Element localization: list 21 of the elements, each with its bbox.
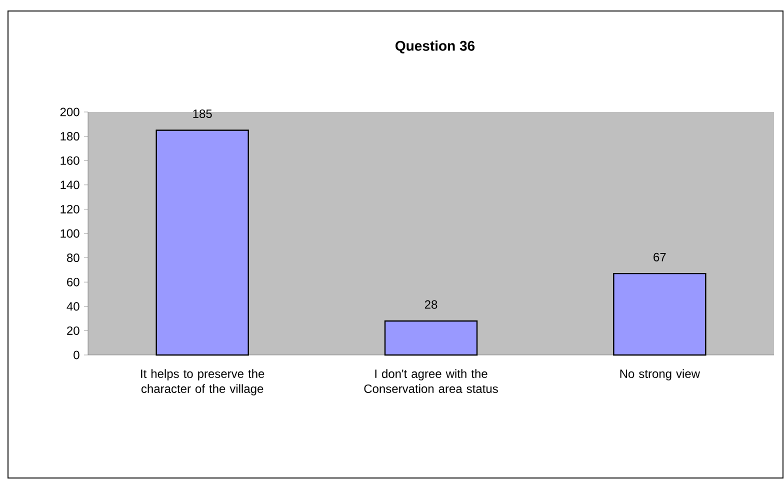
x-tick-label: I don't agree with the Conservation area status xyxy=(364,369,498,394)
bar xyxy=(384,320,478,356)
y-tick-label: 40 xyxy=(66,302,80,311)
bar xyxy=(613,272,706,356)
y-tick-label: 60 xyxy=(67,278,80,286)
chart-title: Question 36 xyxy=(396,40,475,54)
y-tick-label: 140 xyxy=(60,180,80,190)
x-tick-label: No strong view xyxy=(620,369,700,380)
y-tick-label: 80 xyxy=(66,254,80,262)
y-tick-label: 120 xyxy=(60,204,80,214)
data-label: 185 xyxy=(193,110,212,118)
y-tick-label: 160 xyxy=(60,156,80,165)
y-tick-label: 100 xyxy=(60,229,80,238)
y-tick-label: 180 xyxy=(60,132,80,141)
y-tick-label: 200 xyxy=(60,108,80,116)
bar xyxy=(156,130,249,356)
data-label: 28 xyxy=(424,300,438,309)
y-tick-label: 0 xyxy=(74,350,80,360)
y-tick-label: 20 xyxy=(67,326,80,335)
x-tick-label: It helps to preserve the character of the village xyxy=(141,369,264,396)
data-label: 67 xyxy=(654,252,666,262)
